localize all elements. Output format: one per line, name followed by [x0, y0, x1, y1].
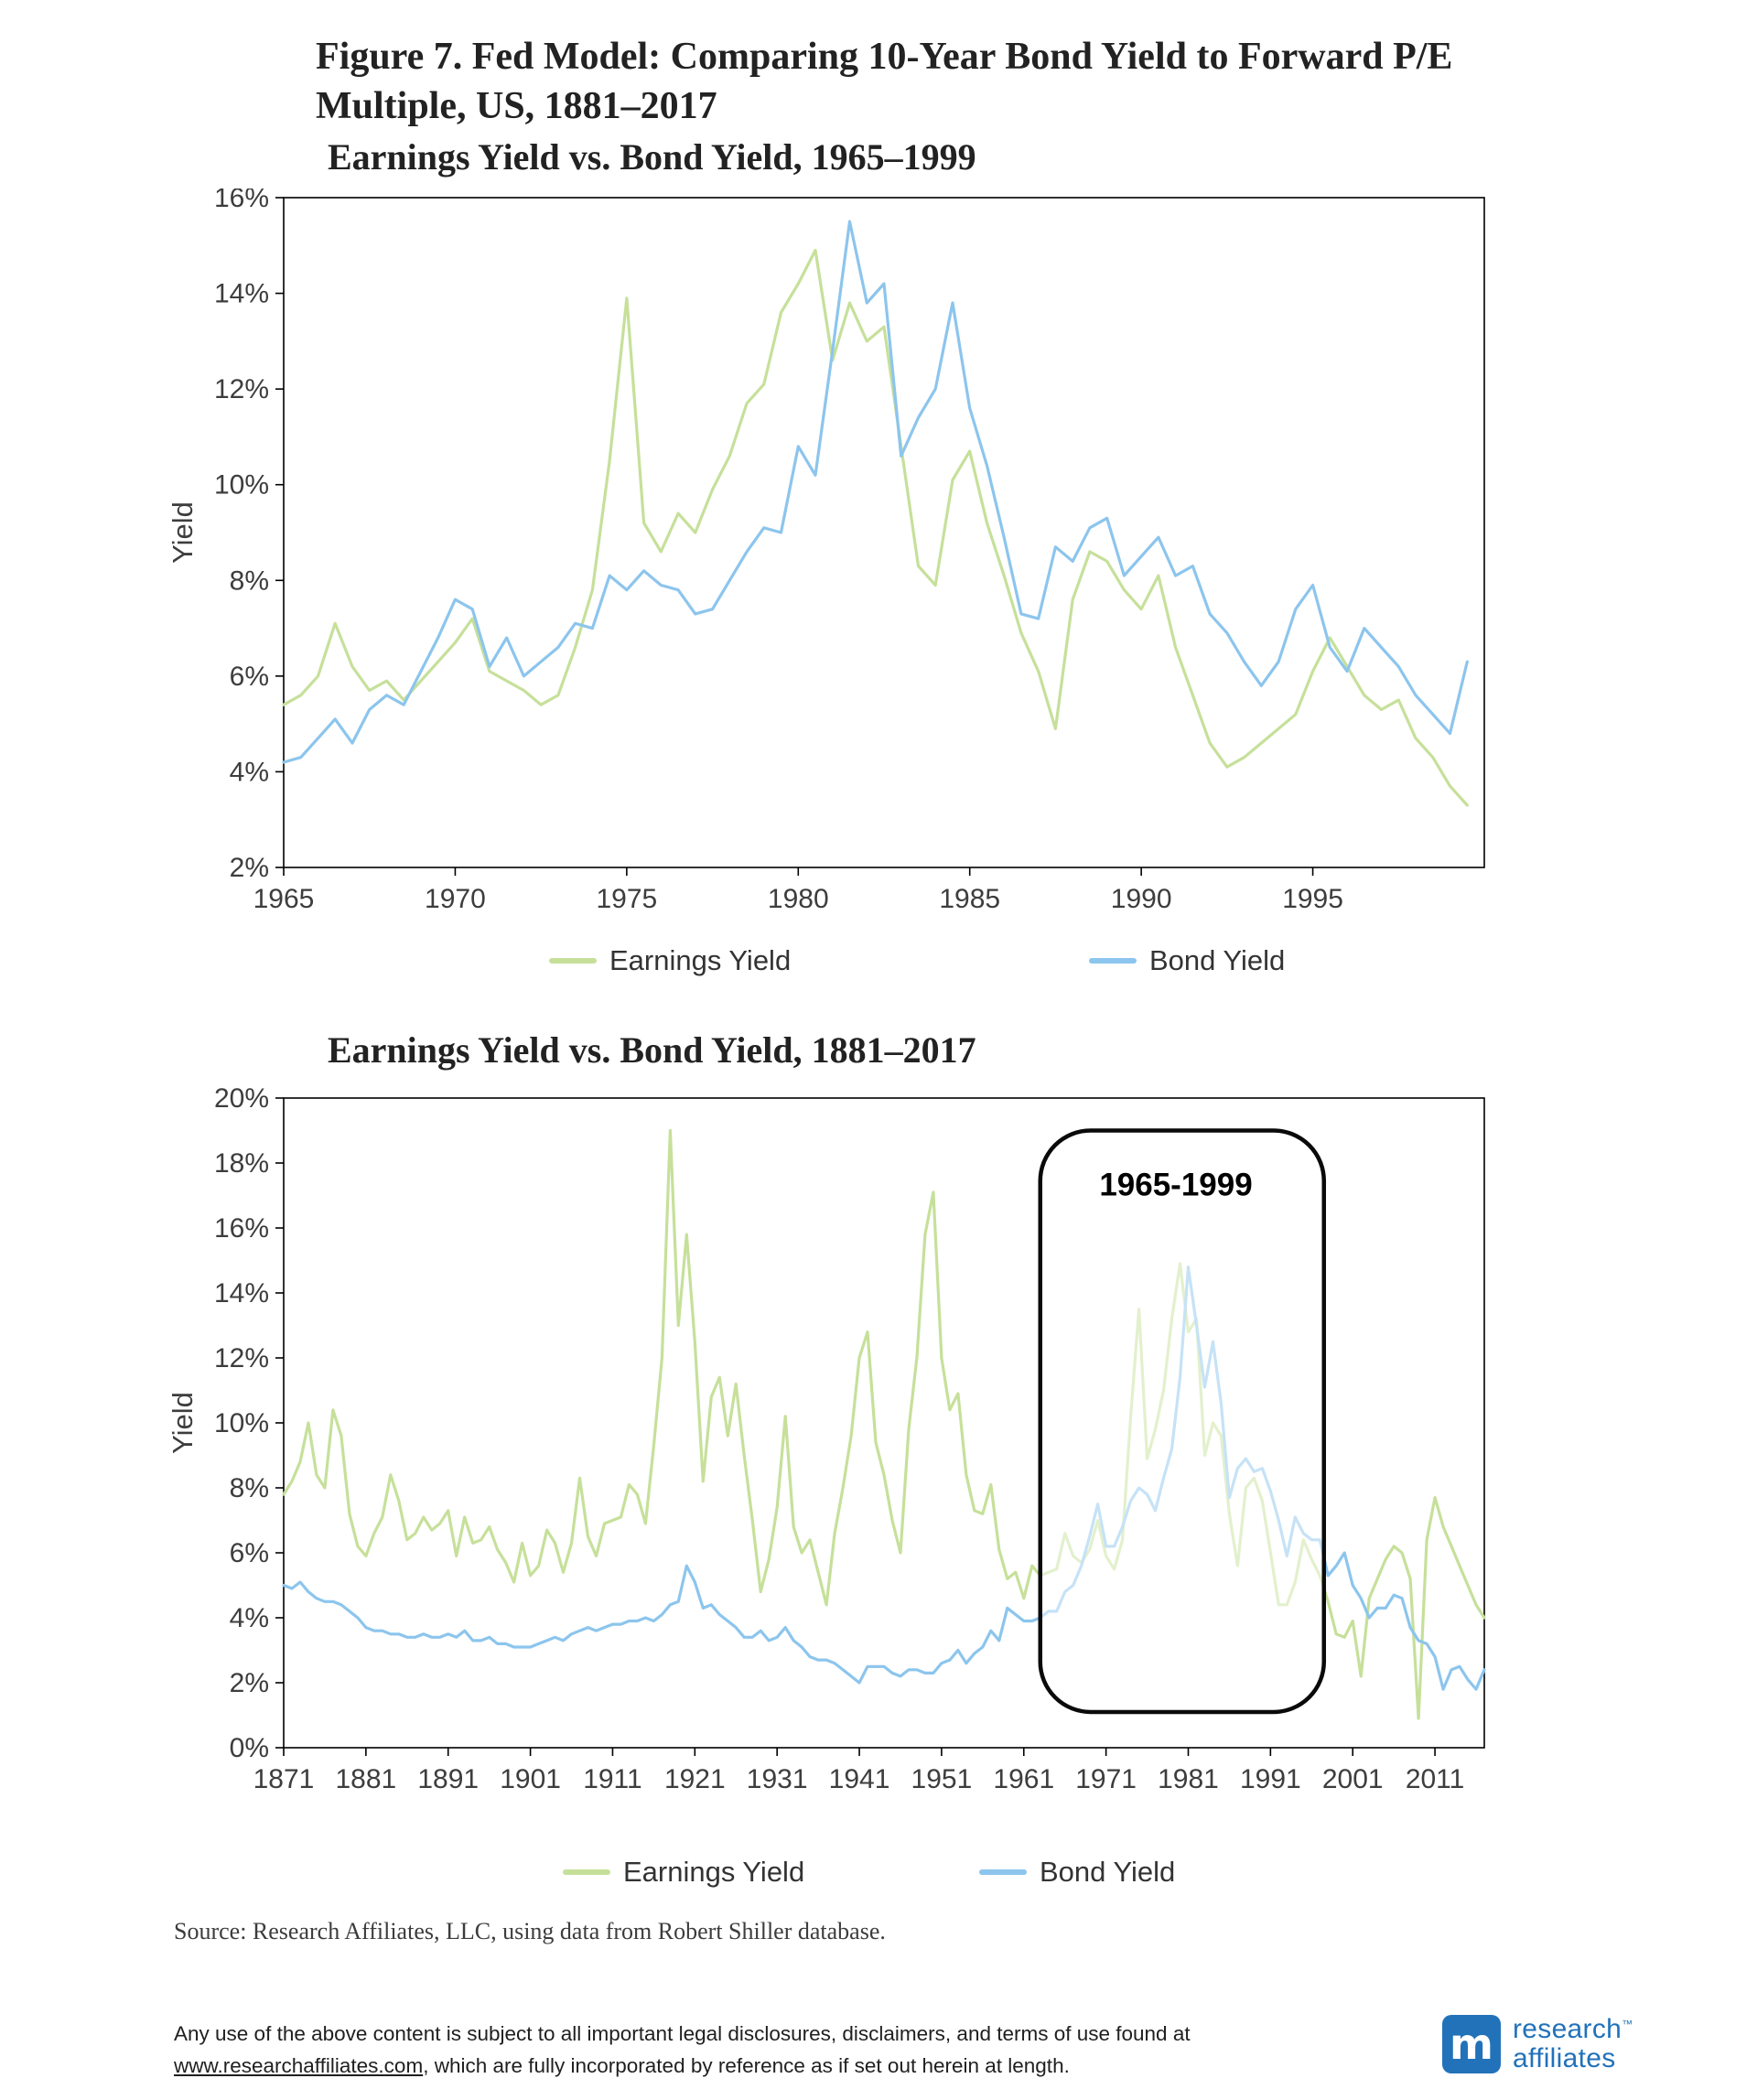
- y-axis-title: Yield: [167, 501, 199, 564]
- x-tick-label: 1981: [1158, 1764, 1219, 1794]
- x-tick-label: 1901: [500, 1764, 561, 1794]
- y-tick-label: 2%: [230, 853, 269, 883]
- y-tick-label: 16%: [214, 1213, 269, 1244]
- legend-label-bond-yield: Bond Yield: [1149, 944, 1286, 976]
- trademark-symbol: ™: [1622, 2018, 1633, 2031]
- x-tick-label: 1881: [335, 1764, 396, 1794]
- x-tick-label: 1891: [417, 1764, 479, 1794]
- figure-title: Figure 7. Fed Model: Comparing 10-Year B…: [316, 36, 1453, 127]
- y-tick-label: 12%: [214, 374, 269, 404]
- y-tick-label: 6%: [230, 662, 269, 692]
- chart1-title: Earnings Yield vs. Bond Yield, 1965–1999: [328, 136, 976, 178]
- earnings-yield-swatch-icon: [563, 1869, 610, 1875]
- y-tick-label: 16%: [214, 188, 269, 213]
- bond-yield-swatch-icon: [979, 1869, 1027, 1875]
- disclaimer-text-end: , which are fully incorporated by refere…: [423, 2053, 1070, 2077]
- research-affiliates-link[interactable]: www.researchaffiliates.com: [174, 2053, 424, 2077]
- legend-label-earnings-yield: Earnings Yield: [609, 944, 792, 976]
- research-affiliates-logo-text: research™ affiliates: [1513, 2015, 1633, 2073]
- x-tick-label: 2001: [1322, 1764, 1384, 1794]
- legend-label-earnings-yield: Earnings Yield: [623, 1856, 805, 1888]
- x-tick-label: 1961: [993, 1764, 1054, 1794]
- legend-item-earnings-yield: Earnings Yield: [563, 1856, 804, 1889]
- y-tick-label: 8%: [230, 565, 269, 596]
- x-tick-label: 1965: [253, 884, 315, 914]
- logo-line2: affiliates: [1513, 2043, 1616, 2073]
- x-tick-label: 1995: [1282, 884, 1343, 914]
- legend-item-bond-yield: Bond Yield: [979, 1856, 1175, 1889]
- y-tick-label: 14%: [214, 279, 269, 309]
- x-tick-label: 1975: [596, 884, 657, 914]
- y-tick-label: 10%: [214, 1408, 269, 1438]
- x-tick-label: 1990: [1111, 884, 1172, 914]
- x-tick-label: 2011: [1406, 1764, 1465, 1794]
- legal-disclaimer: Any use of the above content is subject …: [174, 2019, 1254, 2083]
- x-tick-label: 1911: [583, 1764, 642, 1794]
- y-tick-label: 8%: [230, 1473, 269, 1503]
- y-tick-label: 10%: [214, 470, 269, 501]
- y-tick-label: 20%: [214, 1085, 269, 1114]
- x-tick-label: 1941: [829, 1764, 890, 1794]
- y-tick-label: 18%: [214, 1148, 269, 1179]
- y-tick-label: 6%: [230, 1538, 269, 1568]
- x-tick-label: 1971: [1075, 1764, 1137, 1794]
- chart1-canvas: 2% 4% 6% 8% 10% 12% 14% 16% 1965 1970 1975 1980 1985…: [167, 188, 1485, 914]
- y-tick-label: 14%: [214, 1278, 269, 1308]
- research-affiliates-logo-icon: m: [1442, 2015, 1501, 2073]
- y-tick-label: 0%: [230, 1733, 269, 1763]
- y-tick-label: 12%: [214, 1343, 269, 1373]
- series-line-bond-yield: [282, 220, 1469, 764]
- source-note: Source: Research Affiliates, LLC, using …: [174, 1918, 886, 1944]
- x-tick-label: 1991: [1240, 1764, 1301, 1794]
- logo-line1: research: [1513, 2014, 1622, 2045]
- series-line-earnings-yield: [282, 248, 1469, 807]
- earnings-yield-swatch-icon: [549, 958, 597, 964]
- plot-frame: [283, 197, 1485, 868]
- chart2-canvas: 0% 2% 4% 6% 8% 10% 12% 14% 16% 18% 20% 1871 1881 1891…: [167, 1085, 1486, 1794]
- legend-item-earnings-yield: Earnings Yield: [549, 944, 791, 977]
- x-tick-label: 1951: [911, 1764, 973, 1794]
- legend-label-bond-yield: Bond Yield: [1040, 1856, 1176, 1888]
- y-tick-label: 4%: [230, 1603, 269, 1633]
- x-tick-label: 1970: [425, 884, 486, 914]
- x-tick-label: 1921: [664, 1764, 726, 1794]
- x-tick-label: 1985: [939, 884, 1000, 914]
- highlight-box-label: 1965-1999: [1099, 1168, 1252, 1203]
- chart2-title: Earnings Yield vs. Bond Yield, 1881–2017: [328, 1029, 976, 1071]
- bond-yield-swatch-icon: [1089, 958, 1137, 964]
- research-affiliates-logo: m research™ affiliates: [1442, 2015, 1633, 2073]
- y-tick-label: 2%: [230, 1668, 269, 1698]
- x-tick-label: 1931: [747, 1764, 808, 1794]
- x-tick-label: 1871: [253, 1764, 315, 1794]
- chart1-legend: Earnings Yield Bond Yield: [0, 944, 1757, 985]
- highlight-box: [1038, 1128, 1327, 1715]
- y-tick-label: 4%: [230, 757, 269, 787]
- legend-item-bond-yield: Bond Yield: [1089, 944, 1285, 977]
- y-axis-title: Yield: [167, 1392, 199, 1454]
- x-tick-label: 1980: [768, 884, 829, 914]
- disclaimer-text-start: Any use of the above content is subject …: [174, 2022, 1191, 2045]
- chart2-legend: Earnings Yield Bond Yield: [0, 1856, 1757, 1896]
